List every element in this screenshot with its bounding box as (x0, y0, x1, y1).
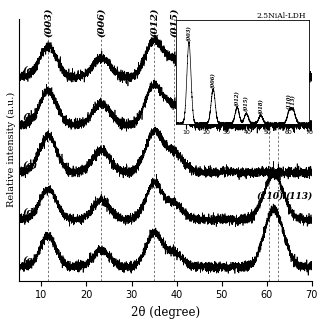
Text: (015): (015) (170, 8, 179, 37)
Text: (a): (a) (22, 66, 38, 75)
Text: (012): (012) (150, 8, 159, 37)
X-axis label: 2θ (degree): 2θ (degree) (131, 306, 200, 319)
Text: (e): (e) (22, 255, 38, 264)
Text: (003): (003) (44, 8, 53, 37)
Text: (c): (c) (22, 160, 38, 169)
Text: (113): (113) (278, 190, 313, 200)
Text: (006): (006) (97, 8, 106, 37)
Text: (110): (110) (257, 191, 284, 200)
Text: (d): (d) (22, 208, 39, 217)
Y-axis label: Relative intensity (a.u.): Relative intensity (a.u.) (7, 92, 16, 207)
Text: (b): (b) (22, 113, 39, 122)
